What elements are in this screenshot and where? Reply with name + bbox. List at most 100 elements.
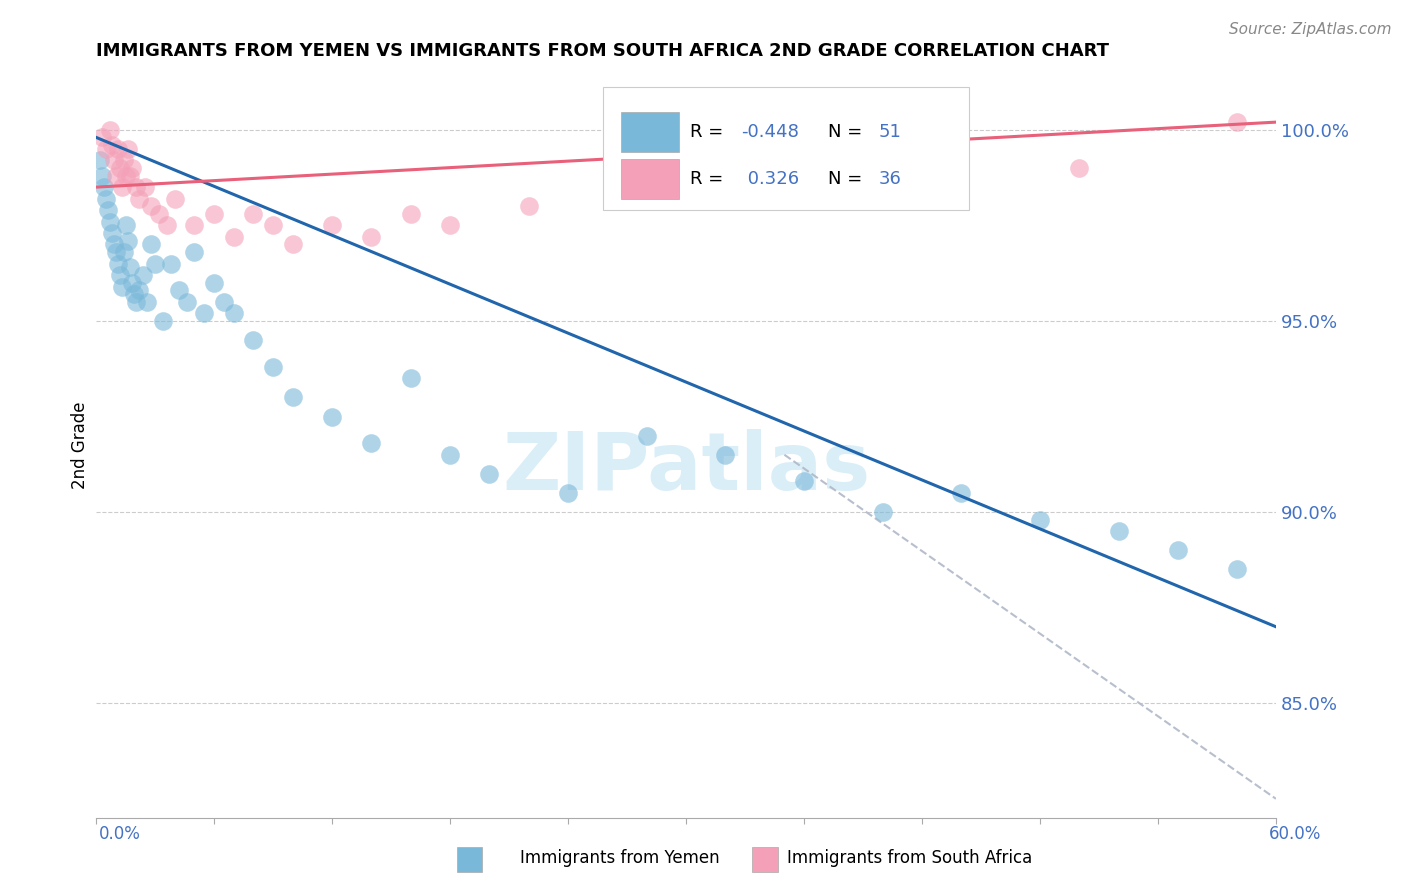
- Point: [360, 436, 382, 450]
- Point: [242, 333, 264, 347]
- Point: [89, 153, 111, 168]
- Point: [872, 505, 894, 519]
- Point: [94, 142, 117, 156]
- Point: [97, 202, 120, 217]
- Point: [98, 214, 121, 228]
- Point: [517, 199, 540, 213]
- Text: ZIPatlas: ZIPatlas: [502, 428, 870, 507]
- Point: [281, 237, 304, 252]
- Text: 0.0%: 0.0%: [98, 825, 141, 843]
- Point: [101, 226, 124, 240]
- Point: [1108, 524, 1130, 539]
- Point: [108, 161, 131, 175]
- Point: [98, 122, 121, 136]
- Point: [1167, 543, 1189, 558]
- Point: [124, 180, 146, 194]
- Point: [124, 294, 146, 309]
- Point: [112, 245, 135, 260]
- Point: [122, 287, 145, 301]
- Point: [160, 256, 183, 270]
- Point: [128, 283, 150, 297]
- Point: [360, 229, 382, 244]
- Point: [439, 448, 461, 462]
- Point: [121, 276, 143, 290]
- Text: N =: N =: [828, 123, 868, 141]
- Point: [107, 256, 129, 270]
- Point: [156, 219, 179, 233]
- Point: [141, 237, 163, 252]
- Point: [118, 260, 141, 275]
- Point: [183, 219, 205, 233]
- Text: Immigrants from South Africa: Immigrants from South Africa: [787, 849, 1032, 867]
- Point: [91, 130, 114, 145]
- Point: [103, 237, 125, 252]
- Point: [91, 169, 114, 183]
- Point: [167, 283, 190, 297]
- Point: [222, 306, 245, 320]
- Text: -0.448: -0.448: [741, 123, 800, 141]
- Point: [714, 448, 737, 462]
- Text: IMMIGRANTS FROM YEMEN VS IMMIGRANTS FROM SOUTH AFRICA 2ND GRADE CORRELATION CHAR: IMMIGRANTS FROM YEMEN VS IMMIGRANTS FROM…: [96, 42, 1109, 60]
- Point: [132, 268, 155, 282]
- Point: [222, 229, 245, 244]
- Point: [111, 279, 134, 293]
- Text: R =: R =: [689, 123, 728, 141]
- Point: [773, 180, 796, 194]
- Point: [152, 314, 174, 328]
- Point: [202, 207, 225, 221]
- Point: [108, 268, 131, 282]
- Point: [114, 219, 136, 233]
- Point: [176, 294, 198, 309]
- Text: N =: N =: [828, 170, 868, 188]
- Point: [1226, 115, 1249, 129]
- Point: [94, 192, 117, 206]
- Point: [141, 199, 163, 213]
- Point: [104, 169, 127, 183]
- Point: [399, 371, 422, 385]
- Point: [262, 219, 284, 233]
- Point: [128, 192, 150, 206]
- Point: [136, 294, 159, 309]
- FancyBboxPatch shape: [603, 87, 969, 211]
- Point: [1029, 513, 1052, 527]
- Text: 36: 36: [879, 170, 901, 188]
- Point: [104, 245, 127, 260]
- Text: Source: ZipAtlas.com: Source: ZipAtlas.com: [1229, 22, 1392, 37]
- Point: [134, 180, 156, 194]
- Text: 60.0%: 60.0%: [1270, 825, 1322, 843]
- Text: Immigrants from Yemen: Immigrants from Yemen: [520, 849, 720, 867]
- Text: R =: R =: [689, 170, 728, 188]
- Point: [112, 153, 135, 168]
- FancyBboxPatch shape: [621, 159, 679, 199]
- Point: [163, 192, 186, 206]
- Point: [557, 486, 579, 500]
- Point: [242, 207, 264, 221]
- Point: [93, 180, 115, 194]
- Y-axis label: 2nd Grade: 2nd Grade: [72, 401, 89, 489]
- Point: [117, 142, 139, 156]
- Point: [478, 467, 501, 481]
- Point: [143, 256, 166, 270]
- Point: [121, 161, 143, 175]
- Point: [950, 486, 973, 500]
- Point: [399, 207, 422, 221]
- Point: [118, 169, 141, 183]
- Point: [1226, 562, 1249, 576]
- Point: [636, 192, 658, 206]
- Point: [262, 359, 284, 374]
- Point: [148, 207, 170, 221]
- Point: [101, 138, 124, 153]
- FancyBboxPatch shape: [621, 112, 679, 153]
- Point: [793, 475, 815, 489]
- Point: [321, 409, 343, 424]
- Point: [439, 219, 461, 233]
- Point: [202, 276, 225, 290]
- Point: [193, 306, 215, 320]
- Point: [281, 391, 304, 405]
- Point: [111, 180, 134, 194]
- Point: [183, 245, 205, 260]
- Text: 0.326: 0.326: [741, 170, 799, 188]
- Point: [636, 428, 658, 442]
- Point: [103, 153, 125, 168]
- Text: 51: 51: [879, 123, 901, 141]
